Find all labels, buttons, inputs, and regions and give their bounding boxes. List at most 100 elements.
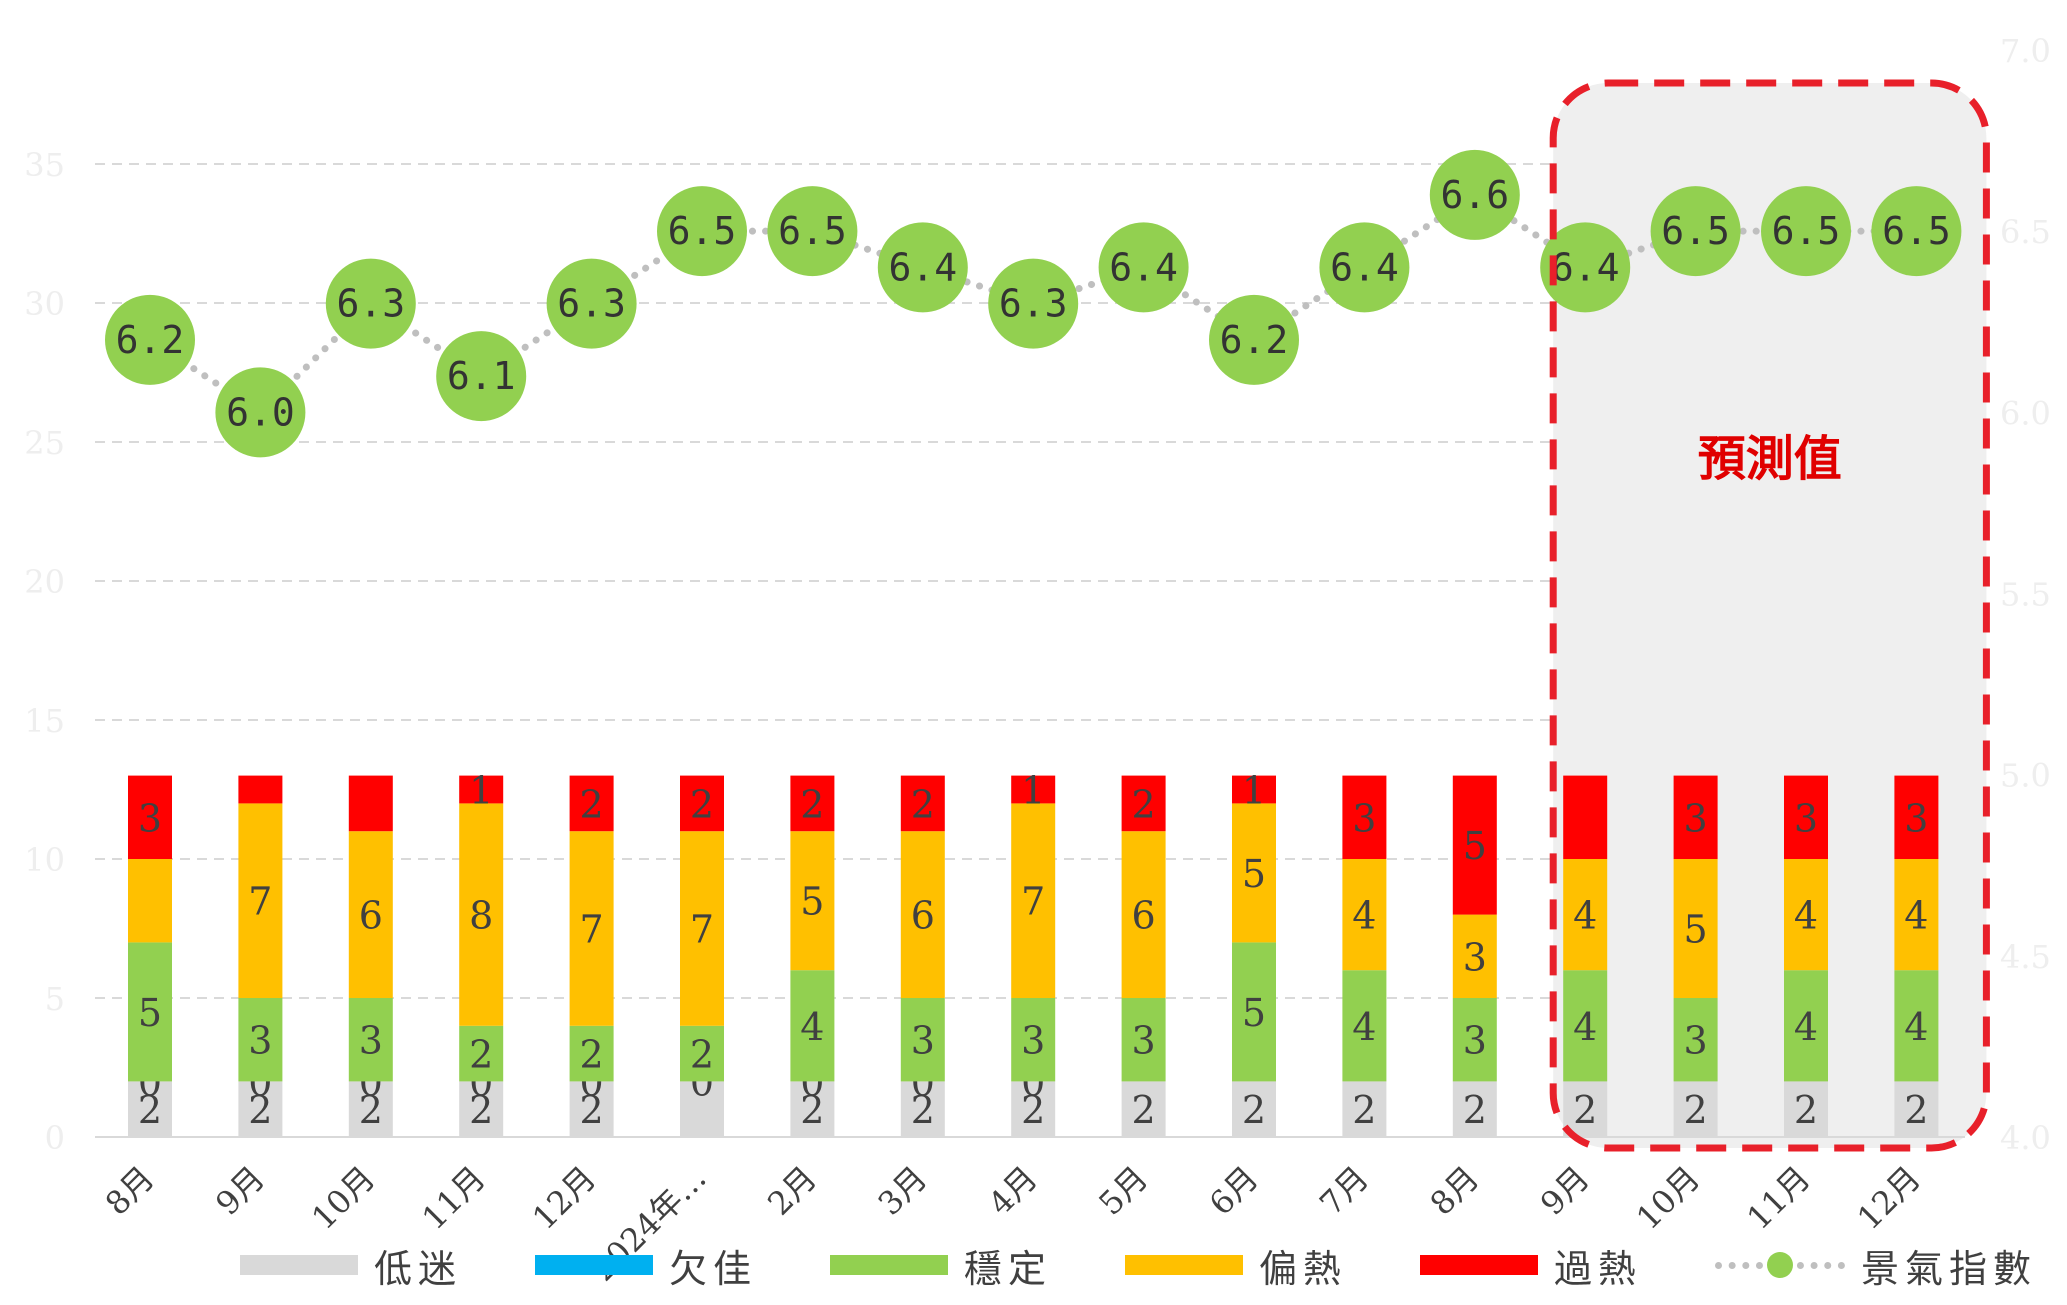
- bar-segment: [680, 1081, 724, 1137]
- index-data-label: 6.3: [336, 282, 405, 326]
- bar-segment: [569, 831, 614, 1026]
- right-axis-ticks: 4.0 4.5 5.0 5.5 6.0 6.5 7.0: [2000, 32, 2051, 1157]
- right-tick-label: 7.0: [2000, 32, 2051, 70]
- bar-data-label: 2: [690, 782, 714, 826]
- bar-segment: [348, 1081, 393, 1137]
- bar-segment: [1784, 970, 1828, 1082]
- left-tick-label: 0: [45, 1119, 65, 1157]
- category-label: 11月: [415, 1159, 493, 1237]
- bar-segment: [1452, 914, 1497, 998]
- bar-data-label: 3: [248, 1019, 272, 1063]
- index-data-label: 6.5: [1882, 209, 1951, 253]
- bar-segment: [1342, 970, 1387, 1082]
- bar-data-label: 4: [1904, 894, 1928, 938]
- index-data-label: 6.6: [1440, 173, 1509, 217]
- index-marker: [657, 186, 747, 277]
- bar-segment: [128, 859, 172, 943]
- index-marker: [325, 258, 416, 349]
- bar-data-label: 2: [1794, 1088, 1818, 1132]
- bar-segment: [1232, 775, 1276, 804]
- forecast-annotation: 預測值: [1698, 431, 1842, 487]
- legend-swatch-stable: [830, 1255, 948, 1275]
- bar-segment: [1894, 1081, 1939, 1137]
- bar-data-label: 3: [359, 1019, 383, 1063]
- bar-data-label: 2: [138, 1088, 162, 1132]
- bars: 2053203720362028120272027220452203622037…: [128, 769, 1939, 1137]
- bar-segment: [128, 1081, 172, 1137]
- legend-item-stable: 穩定: [830, 1240, 1052, 1291]
- bar-data-label: 3: [911, 1019, 935, 1063]
- index-marker: [215, 367, 306, 458]
- bar-segment: [900, 998, 945, 1082]
- legend-label-low: 低迷: [374, 1246, 463, 1291]
- legend-item-hot: 過熱: [1420, 1240, 1642, 1291]
- legend-item-warm: 偏熱: [1125, 1240, 1347, 1291]
- bar-segment: [1784, 859, 1828, 971]
- category-label: 11月: [1739, 1159, 1817, 1237]
- bar-segment: [569, 1081, 614, 1137]
- bar-data-label: 7: [690, 908, 714, 952]
- right-tick-label: 5.0: [2000, 757, 2051, 795]
- left-tick-label: 30: [24, 285, 65, 323]
- right-tick-label: 4.5: [2000, 938, 2051, 976]
- category-label: 12月: [1850, 1159, 1928, 1237]
- bar-segment: [569, 775, 614, 832]
- bar-segment: [1563, 859, 1608, 971]
- bar-data-label: 4: [1573, 1005, 1597, 1049]
- bar-data-label: 3: [1463, 1019, 1487, 1063]
- bar-data-label: 2: [1132, 782, 1156, 826]
- bar-data-label: 4: [1904, 1005, 1928, 1049]
- bar-data-label: 7: [248, 880, 272, 924]
- bar-segment: [790, 831, 835, 971]
- bar-segment: [348, 831, 393, 998]
- bar-segment: [1673, 775, 1718, 859]
- bar-segment: [1894, 859, 1939, 971]
- bar-data-label: 5: [1242, 991, 1266, 1035]
- bar-segment: [569, 1025, 614, 1082]
- left-tick-label: 5: [45, 980, 65, 1018]
- legend-line-marker: [1715, 1250, 1845, 1280]
- bar-data-label: 2: [1242, 1088, 1266, 1132]
- bar-data-label: 3: [138, 796, 162, 840]
- bar-segment: [1563, 970, 1608, 1082]
- bar-data-label: 3: [1684, 796, 1708, 840]
- bar-segment: [1232, 803, 1276, 943]
- index-marker: [988, 258, 1079, 349]
- bar-data-label: 5: [138, 991, 162, 1035]
- bar-segment: [459, 803, 504, 1026]
- index-marker: [1429, 149, 1520, 240]
- category-label: 2月: [760, 1159, 824, 1223]
- index-marker: [1761, 186, 1851, 277]
- right-tick-label: 4.0: [2000, 1119, 2051, 1157]
- bar-segment: [790, 1081, 835, 1137]
- bar-segment: [1121, 1081, 1166, 1137]
- bar-data-label: 2: [1352, 1088, 1376, 1132]
- bar-data-label: 2: [800, 1088, 824, 1132]
- bar-data-label: 3: [1352, 796, 1376, 840]
- index-data-label: 6.5: [668, 209, 737, 253]
- bar-data-label: 2: [580, 1033, 604, 1077]
- bar-segment: [1784, 1081, 1828, 1137]
- bar-data-label: 2: [580, 782, 604, 826]
- bar-data-label: 2: [690, 1033, 714, 1077]
- bar-data-label: 6: [911, 894, 935, 938]
- index-data-label: 6.4: [888, 245, 957, 289]
- bar-segment: [1673, 1081, 1718, 1137]
- legend-swatch-poor: [535, 1255, 653, 1275]
- bar-data-label: 2: [580, 1088, 604, 1132]
- bar-segment: [1342, 859, 1387, 971]
- index-marker: [436, 331, 527, 422]
- bar-segment: [1784, 775, 1828, 859]
- bar-segment: [1342, 1081, 1387, 1137]
- bar-data-label: 3: [1794, 796, 1818, 840]
- legend-swatch-low: [240, 1255, 358, 1275]
- bar-segment: [238, 1081, 283, 1137]
- bar-segment: [1342, 775, 1387, 859]
- forecast-region: 預測值: [1549, 79, 1990, 1152]
- bar-segment: [348, 998, 393, 1082]
- left-tick-label: 10: [24, 841, 65, 879]
- bar-segment: [238, 803, 283, 998]
- right-tick-label: 6.5: [2000, 213, 2051, 251]
- bar-segment: [238, 775, 283, 804]
- category-label: 6月: [1202, 1159, 1266, 1223]
